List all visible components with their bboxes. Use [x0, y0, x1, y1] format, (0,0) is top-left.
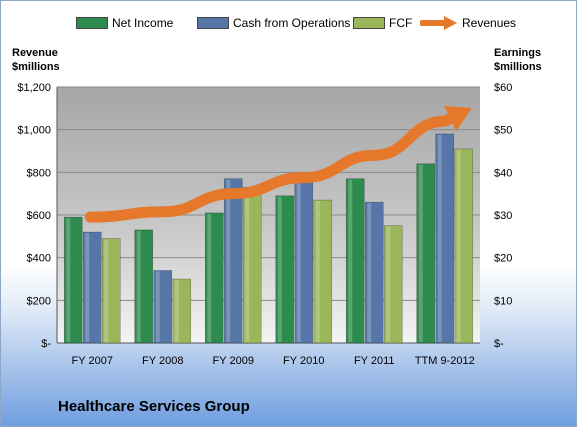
right-tick-label: $10 — [494, 295, 512, 307]
bar-cash-from-operations — [223, 178, 243, 344]
bar-net-income — [63, 216, 83, 344]
bar-fcf — [383, 225, 403, 344]
revenues-arrow-line — [84, 113, 456, 223]
bar-fcf — [313, 199, 333, 344]
bar-fcf — [454, 148, 474, 344]
right-tick-label: $40 — [494, 167, 512, 179]
bar-highlight — [296, 181, 301, 342]
bar-highlight — [136, 230, 141, 342]
x-tick-label: TTM 9-2012 — [415, 355, 475, 367]
bar-highlight — [226, 179, 231, 342]
legend-item-fcf: FCF — [353, 12, 412, 34]
x-tick-label: FY 2007 — [72, 355, 113, 367]
right-tick-label: $60 — [494, 82, 512, 94]
bar-fcf — [101, 238, 121, 344]
legend-label-net-income: Net Income — [112, 16, 174, 30]
legend-label-cash-from-operations: Cash from Operations — [233, 16, 351, 30]
bar-highlight — [104, 239, 109, 342]
left-tick-label: $800 — [27, 167, 51, 179]
legend-item-cash-from-operations: Cash from Operations — [197, 12, 350, 34]
legend: Net Income Cash from Operations FCF Reve… — [0, 12, 577, 34]
x-tick-label: FY 2008 — [142, 355, 183, 367]
right-axis-title-line1: Earnings — [494, 47, 542, 59]
legend-label-fcf: FCF — [389, 16, 413, 30]
bar-net-income — [204, 212, 224, 344]
legend-label-revenues: Revenues — [462, 16, 517, 30]
bar-highlight — [315, 201, 320, 342]
bar-cash-from-operations — [82, 231, 102, 344]
bar-highlight — [85, 233, 90, 342]
bar-highlight — [66, 218, 71, 342]
bar-cash-from-operations — [153, 270, 173, 344]
bar-highlight — [155, 271, 160, 342]
company-title: Healthcare Services Group — [58, 398, 250, 415]
right-tick-label: $50 — [494, 125, 512, 137]
bar-net-income — [275, 195, 295, 344]
left-tick-label: $600 — [27, 210, 51, 222]
bar-fcf — [172, 278, 192, 344]
right-tick-label: $20 — [494, 253, 512, 265]
legend-item-revenues: Revenues — [420, 12, 516, 34]
revenues-arrow-head — [444, 105, 472, 132]
bar-highlight — [367, 203, 372, 342]
left-axis-title-line2: $millions — [12, 61, 60, 73]
bar-net-income — [134, 229, 154, 344]
bar-highlight — [386, 226, 391, 342]
bar-highlight — [437, 134, 442, 342]
x-tick-label: FY 2009 — [213, 355, 254, 367]
bar-cash-from-operations — [364, 201, 384, 344]
x-tick-label: FY 2010 — [283, 355, 324, 367]
left-axis-title: Revenue $millions — [12, 46, 60, 74]
legend-swatch-cash-from-operations — [197, 17, 229, 29]
legend-item-net-income: Net Income — [76, 12, 173, 34]
bar-highlight — [207, 213, 212, 342]
legend-swatch-net-income — [76, 17, 108, 29]
bar-highlight — [456, 149, 461, 342]
right-tick-label: $- — [494, 338, 504, 350]
left-tick-label: $200 — [27, 295, 51, 307]
right-axis-title: Earnings $millions — [494, 46, 542, 74]
bar-net-income — [345, 178, 365, 344]
legend-arrow-icon — [420, 16, 457, 30]
bar-net-income — [416, 163, 436, 344]
left-tick-label: $- — [41, 338, 51, 350]
bar-highlight — [277, 196, 282, 342]
left-tick-label: $1,000 — [17, 125, 51, 137]
left-axis-title-line1: Revenue — [12, 47, 58, 59]
legend-swatch-fcf — [353, 17, 385, 29]
bar-highlight — [348, 179, 353, 342]
left-tick-label: $1,200 — [17, 82, 51, 94]
x-tick-label: FY 2011 — [354, 355, 395, 367]
right-axis-title-line2: $millions — [494, 61, 542, 73]
right-tick-label: $30 — [494, 210, 512, 222]
left-tick-label: $400 — [27, 253, 51, 265]
bar-highlight — [418, 164, 423, 342]
bar-cash-from-operations — [435, 133, 455, 344]
bar-highlight — [245, 188, 250, 342]
bar-highlight — [174, 280, 179, 342]
